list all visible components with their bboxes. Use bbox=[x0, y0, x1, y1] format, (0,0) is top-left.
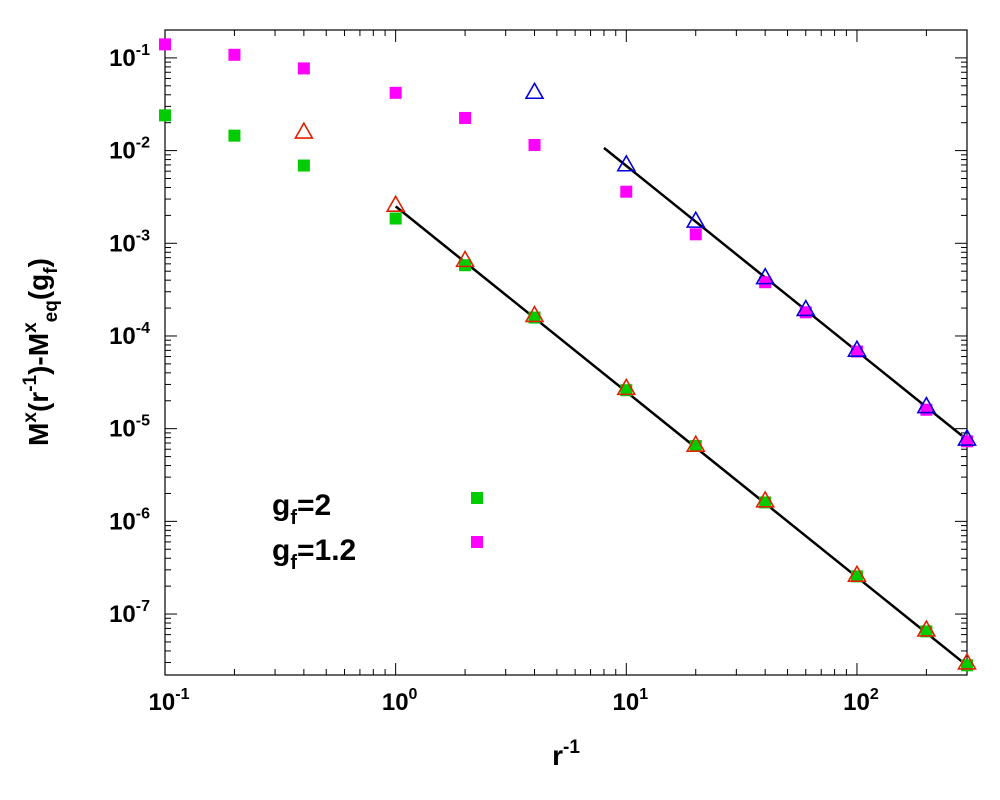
x-tick-label: 101 bbox=[612, 686, 648, 716]
data-point bbox=[759, 276, 772, 289]
data-point bbox=[297, 62, 310, 75]
data-point bbox=[159, 38, 171, 51]
data-point bbox=[759, 496, 772, 509]
data-point bbox=[524, 81, 545, 100]
data-point bbox=[685, 210, 706, 228]
y-tick-label: 10-1 bbox=[109, 42, 150, 72]
series-1 bbox=[159, 38, 973, 448]
axis-ticks bbox=[164, 29, 968, 675]
data-point bbox=[459, 259, 472, 272]
data-point bbox=[847, 339, 867, 357]
legend-label: gf=1.2 bbox=[272, 534, 356, 574]
legend-marker bbox=[471, 492, 483, 504]
fit-line bbox=[394, 205, 968, 667]
fit-line bbox=[603, 146, 968, 441]
data-point bbox=[616, 377, 637, 396]
data-point bbox=[293, 121, 314, 139]
y-tick-label: 10-3 bbox=[109, 227, 150, 257]
data-point bbox=[920, 625, 933, 638]
legend-marker bbox=[471, 536, 483, 548]
plot-frame bbox=[164, 29, 968, 676]
data-point bbox=[755, 490, 776, 508]
legend-label: gf=2 bbox=[272, 489, 331, 529]
data-point bbox=[620, 185, 633, 198]
data-point bbox=[957, 428, 977, 446]
data-point bbox=[528, 311, 541, 324]
x-tick-label: 10-1 bbox=[149, 686, 190, 716]
y-tick-label: 10-5 bbox=[109, 413, 150, 443]
x-tick-label: 102 bbox=[843, 686, 879, 716]
data-point bbox=[389, 86, 402, 99]
data-point bbox=[459, 111, 472, 124]
series-0 bbox=[159, 109, 973, 672]
data-point bbox=[685, 434, 706, 452]
data-point bbox=[455, 249, 475, 268]
data-point bbox=[524, 304, 545, 323]
data-point bbox=[389, 212, 402, 225]
x-axis-label: r-1 bbox=[552, 737, 580, 771]
data-point bbox=[297, 159, 310, 172]
y-tick-label: 10-2 bbox=[109, 135, 150, 165]
y-tick-label: 10-7 bbox=[109, 598, 150, 628]
data-point bbox=[795, 298, 816, 317]
tick-labels: 10-1 100 101 102 10-7 10-6 10-5 10-4 10-3 10-2 10-… bbox=[109, 42, 879, 716]
data-point bbox=[847, 564, 867, 582]
data-point bbox=[385, 194, 406, 212]
fit-lines bbox=[394, 146, 968, 667]
data-point bbox=[228, 48, 241, 61]
y-tick-label: 10-4 bbox=[109, 320, 150, 350]
data-point bbox=[528, 138, 541, 151]
data-point bbox=[916, 396, 937, 414]
data-point bbox=[159, 109, 171, 122]
series-2 bbox=[293, 121, 977, 670]
data-point bbox=[689, 228, 702, 241]
data-points bbox=[159, 38, 977, 672]
legend: gf=2 gf=1.2 bbox=[272, 489, 483, 574]
series-3 bbox=[524, 81, 977, 446]
data-point bbox=[620, 384, 633, 397]
y-tick-label: 10-6 bbox=[109, 505, 150, 535]
y-axis-label: Mx(r-1)-Mxeq(gf) bbox=[20, 258, 62, 446]
data-point bbox=[916, 619, 937, 637]
data-point bbox=[228, 129, 241, 142]
data-point bbox=[689, 440, 702, 453]
data-point bbox=[850, 570, 863, 583]
x-tick-label: 100 bbox=[382, 686, 418, 716]
data-point bbox=[957, 652, 977, 670]
data-point bbox=[616, 154, 637, 172]
data-point bbox=[850, 345, 863, 358]
data-point bbox=[755, 267, 776, 285]
